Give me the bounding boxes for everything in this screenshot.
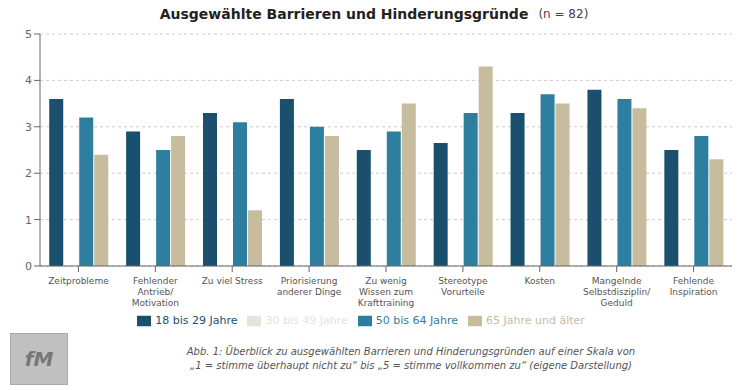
svg-text:Priorisierunganderer Dinge: Priorisierunganderer Dinge <box>277 276 342 297</box>
html-text:fM: fM <box>24 347 54 371</box>
svg-text:3: 3 <box>25 121 32 134</box>
svg-text:Zu wenigWissen zumKrafttrainin: Zu wenigWissen zumKrafttraining <box>358 276 415 308</box>
svg-text:MangelndeSelbstdisziplin/Gedul: MangelndeSelbstdisziplin/Geduld <box>583 276 651 308</box>
html-text:„1 = stimme überhaupt nicht zu: „1 = stimme überhaupt nicht zu“ bis „5 =… <box>190 360 632 371</box>
svg-text:4: 4 <box>25 74 32 87</box>
html-text:50 bis 64 Jahre: 50 bis 64 Jahre <box>375 314 458 327</box>
svg-text:Zeitprobleme: Zeitprobleme <box>48 276 109 286</box>
svg-text:0: 0 <box>25 260 32 273</box>
html-text:Ausgewählte Barrieren und Hind: Ausgewählte Barrieren und Hinderungsgrün… <box>159 6 529 22</box>
html-text:Abb. 1: Überblick zu ausgewähl: Abb. 1: Überblick zu ausgewählten Barrie… <box>186 346 636 357</box>
html-text:30 bis 49 Jahre: 30 bis 49 Jahre <box>265 314 348 327</box>
svg-text:Kosten: Kosten <box>525 276 555 286</box>
svg-text:FehlendeInspiration: FehlendeInspiration <box>670 276 718 297</box>
svg-text:1: 1 <box>25 214 32 227</box>
html-text:65 Jahre und älter: 65 Jahre und älter <box>486 314 585 327</box>
html-text:18 bis 29 Jahre: 18 bis 29 Jahre <box>155 314 238 327</box>
svg-text:Zu viel Stress: Zu viel Stress <box>202 276 263 286</box>
html-text:(n = 82): (n = 82) <box>538 7 589 21</box>
svg-text:FehlenderAntrieb/Motivation: FehlenderAntrieb/Motivation <box>132 276 179 308</box>
svg-text:StereotypeVorurteile: StereotypeVorurteile <box>438 276 488 297</box>
svg-text:5: 5 <box>25 28 32 41</box>
svg-text:2: 2 <box>25 167 32 180</box>
